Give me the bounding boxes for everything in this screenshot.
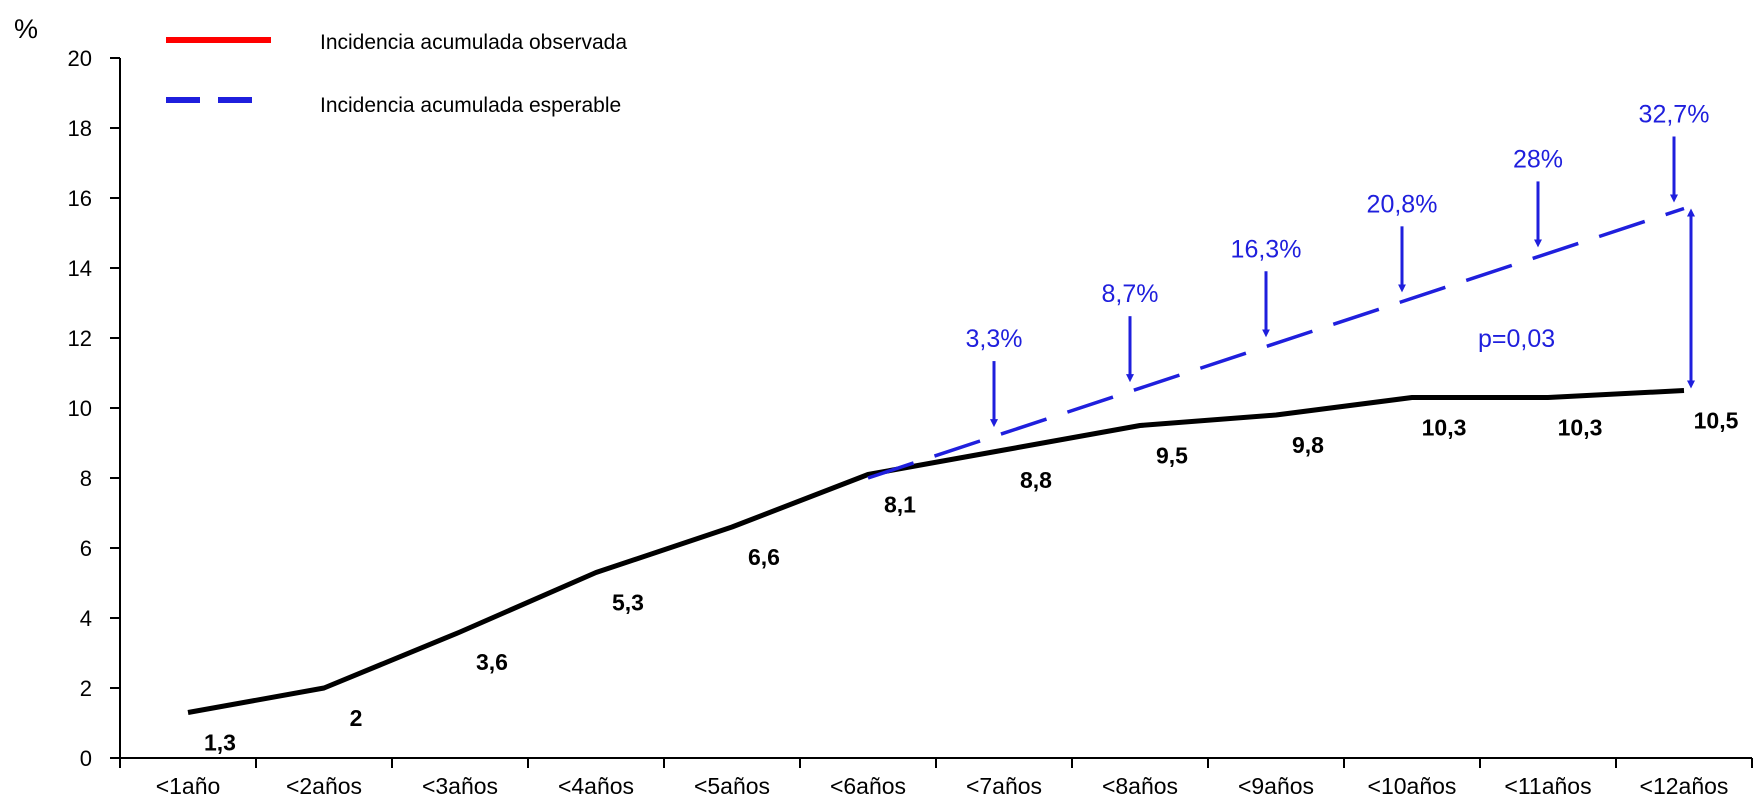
- y-tick-label: 0: [80, 746, 92, 771]
- observed-series-line: [187, 388, 1685, 715]
- difference-label: 3,3%: [966, 325, 1023, 353]
- annotations-layer: 3,3% 8,7% 16,3% 20,8% 28% 32,7%: [966, 101, 1710, 428]
- legend-label-expected: Incidencia acumulada esperable: [320, 94, 621, 117]
- data-label: 6,6: [748, 544, 780, 570]
- y-tick-label: 2: [80, 676, 92, 701]
- y-tick-label: 12: [68, 326, 92, 351]
- data-label: 9,8: [1292, 432, 1324, 458]
- y-tick-label: 8: [80, 466, 92, 491]
- data-label: 10,3: [1422, 415, 1467, 441]
- data-label: 9,5: [1156, 443, 1188, 469]
- x-tick-label: <3años: [422, 773, 498, 799]
- x-tick-label: <8años: [1102, 773, 1178, 799]
- data-label: 5,3: [612, 590, 644, 616]
- x-tick-label: <4años: [558, 773, 634, 799]
- expected-series-line: [867, 206, 1685, 480]
- data-label: 2: [350, 705, 363, 731]
- difference-label: 20,8%: [1367, 190, 1438, 218]
- y-tick-label: 14: [68, 256, 92, 281]
- difference-label: 32,7%: [1639, 101, 1710, 129]
- x-tick-label: <9años: [1238, 773, 1314, 799]
- y-axis-label: %: [14, 14, 38, 44]
- difference-label: 28%: [1513, 145, 1563, 173]
- data-label: 8,1: [884, 492, 916, 518]
- series-layer: 1,3 2 3,6 5,3 6,6 8,1 8,8 9,5 9,8 10,3 10,3 10,5: [187, 206, 1739, 756]
- legend: Incidencia acumulada observada Incidenci…: [166, 31, 627, 117]
- y-tick-label: 4: [80, 606, 92, 631]
- y-tick-label: 10: [68, 396, 92, 421]
- x-tick-label: <1año: [156, 773, 221, 799]
- p-value-annotation: p=0,03: [1478, 325, 1555, 353]
- difference-label: 16,3%: [1231, 235, 1302, 263]
- x-tick-label: <5años: [694, 773, 770, 799]
- y-tick-label: 18: [68, 116, 92, 141]
- y-tick-label: 6: [80, 536, 92, 561]
- x-tick-label: <12años: [1640, 773, 1729, 799]
- data-label: 10,5: [1694, 408, 1739, 434]
- x-tick-label: <7años: [966, 773, 1042, 799]
- y-tick-label: 20: [68, 46, 92, 71]
- data-label: 8,8: [1020, 467, 1052, 493]
- data-label: 10,3: [1558, 415, 1603, 441]
- data-label: 3,6: [476, 649, 508, 675]
- y-tick-label: 16: [68, 186, 92, 211]
- difference-label: 8,7%: [1102, 280, 1159, 308]
- x-tick-label: <6años: [830, 773, 906, 799]
- x-tick-label: <10años: [1368, 773, 1457, 799]
- axes: 0 2 4 6 8 10 12 14 16 18 20 <1año <2años <3años <4años…: [68, 46, 1753, 799]
- legend-label-observed: Incidencia acumulada observada: [320, 31, 627, 54]
- x-tick-label: <2años: [286, 773, 362, 799]
- data-label: 1,3: [204, 730, 236, 756]
- x-tick-label: <11años: [1504, 773, 1591, 799]
